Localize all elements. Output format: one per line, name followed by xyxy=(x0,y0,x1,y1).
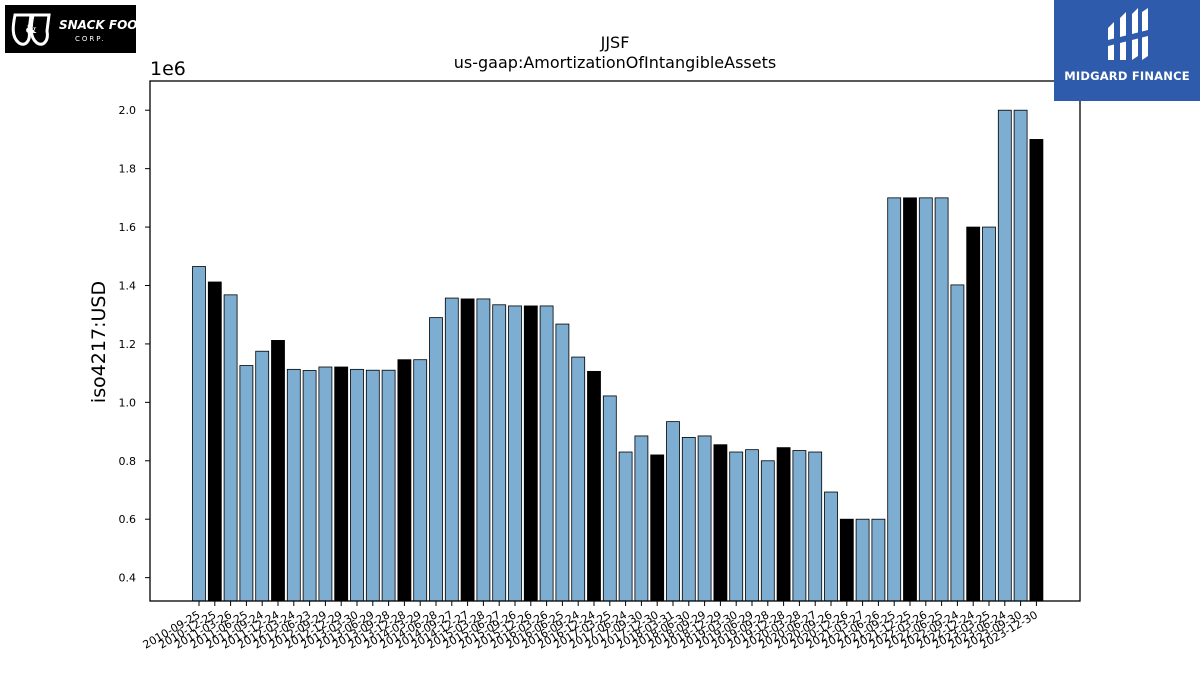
bar-2015-09-26 xyxy=(508,305,522,602)
y-tick-label: 1.6 xyxy=(119,221,137,234)
svg-text:CORP.: CORP. xyxy=(75,35,106,43)
y-tick-label: 0.8 xyxy=(119,455,137,468)
bar-2021-12-25 xyxy=(903,197,917,602)
y-tick-label: 1.2 xyxy=(119,338,137,351)
y-tick-label: 2.0 xyxy=(119,104,137,117)
y-tick-label: 1.8 xyxy=(119,163,137,176)
bar-2014-06-28 xyxy=(429,317,443,602)
bar-2012-03-24 xyxy=(286,368,301,602)
y-axis-label: iso4217:USD xyxy=(88,281,110,403)
bar-2023-06-24 xyxy=(997,109,1012,602)
y-tick-label: 0.4 xyxy=(119,572,137,585)
bar-2018-09-29 xyxy=(697,435,712,602)
bar-2010-09-25 xyxy=(192,266,206,602)
bar-2011-06-25 xyxy=(239,365,254,602)
midgard-finance-text: MIDGARD FINANCE xyxy=(1064,69,1190,83)
y-tick-label: 1.4 xyxy=(119,279,137,292)
bar-2019-09-28 xyxy=(760,460,775,602)
bar-2017-12-30 xyxy=(650,454,665,602)
bar-2023-03-25 xyxy=(982,226,996,602)
bar-2017-09-30 xyxy=(634,435,649,602)
bar-2020-03-28 xyxy=(792,450,807,602)
bar-2016-06-25 xyxy=(555,323,570,602)
bar-2017-03-25 xyxy=(602,395,617,602)
jj-snack-foods-logo-icon: & SNACK FOODS CORP. xyxy=(11,13,136,46)
bar-2014-03-29 xyxy=(413,359,428,602)
chart-title: JJSF xyxy=(600,33,630,52)
bar-2016-09-24 xyxy=(571,356,586,602)
bar-2014-12-27 xyxy=(460,298,475,602)
bar-2015-03-28 xyxy=(476,298,491,602)
bar-2014-09-27 xyxy=(444,297,459,602)
bar-2019-12-28 xyxy=(776,447,791,602)
chart-subtitle: us-gaap:AmortizationOfIntangibleAssets xyxy=(454,53,776,72)
svg-text:SNACK FOODS: SNACK FOODS xyxy=(59,18,136,32)
bar-2012-12-29 xyxy=(334,366,349,602)
bar-2023-09-30 xyxy=(1013,109,1028,602)
bar-2013-06-29 xyxy=(365,369,380,602)
bar-2020-06-27 xyxy=(808,451,823,602)
bar-2011-03-26 xyxy=(223,294,238,602)
bar-2012-09-29 xyxy=(318,366,333,602)
bar-2010-12-25 xyxy=(207,281,222,602)
svg-text:&: & xyxy=(26,22,37,36)
bar-2022-03-26 xyxy=(918,197,933,602)
bar-2021-09-25 xyxy=(887,197,902,602)
bar-2016-12-24 xyxy=(587,370,601,602)
bars-group xyxy=(192,109,1044,602)
bar-2012-06-23 xyxy=(302,370,317,602)
bar-2013-12-28 xyxy=(397,359,412,602)
y-tick-label: 0.6 xyxy=(119,513,137,526)
bar-2011-12-24 xyxy=(271,340,285,602)
bar-2018-03-31 xyxy=(666,421,680,602)
bar-2018-06-30 xyxy=(681,436,696,602)
bar-2019-06-29 xyxy=(745,449,759,602)
y-ticks-group: 0.4 0.6 0.8 1.0 1.2 1.4 1.6 1.8 2.0 xyxy=(119,104,150,585)
midgard-finance-logo: MIDGARD FINANCE xyxy=(1054,0,1200,101)
plot-frame xyxy=(149,80,1081,602)
bar-2013-03-30 xyxy=(350,368,364,602)
bar-2018-12-29 xyxy=(713,444,728,602)
bar-2016-03-26 xyxy=(539,305,554,602)
bar-2022-06-25 xyxy=(934,197,949,602)
y-multiplier-label: 1e6 xyxy=(150,58,186,80)
bar-2020-12-26 xyxy=(839,518,854,602)
company-logo: & SNACK FOODS CORP. xyxy=(5,5,136,53)
bar-2013-09-28 xyxy=(381,369,396,602)
bar-2021-03-27 xyxy=(855,518,870,602)
bar-2022-12-24 xyxy=(966,226,981,602)
bar-2022-09-24 xyxy=(950,284,965,602)
bar-2011-09-24 xyxy=(255,350,270,602)
y-tick-label: 1.0 xyxy=(119,396,137,409)
bar-2017-06-24 xyxy=(618,451,633,602)
bar-2019-03-30 xyxy=(729,451,744,602)
midgard-emblem-icon xyxy=(1108,8,1148,60)
x-ticks-group: 2010-09-252010-12-252011-03-262011-06-25… xyxy=(141,601,1040,652)
bar-2023-12-30 xyxy=(1029,139,1044,602)
bar-2020-09-26 xyxy=(824,491,838,602)
bar-2015-12-26 xyxy=(523,305,538,602)
bar-2021-06-26 xyxy=(871,518,886,602)
bar-2015-06-27 xyxy=(492,304,507,602)
